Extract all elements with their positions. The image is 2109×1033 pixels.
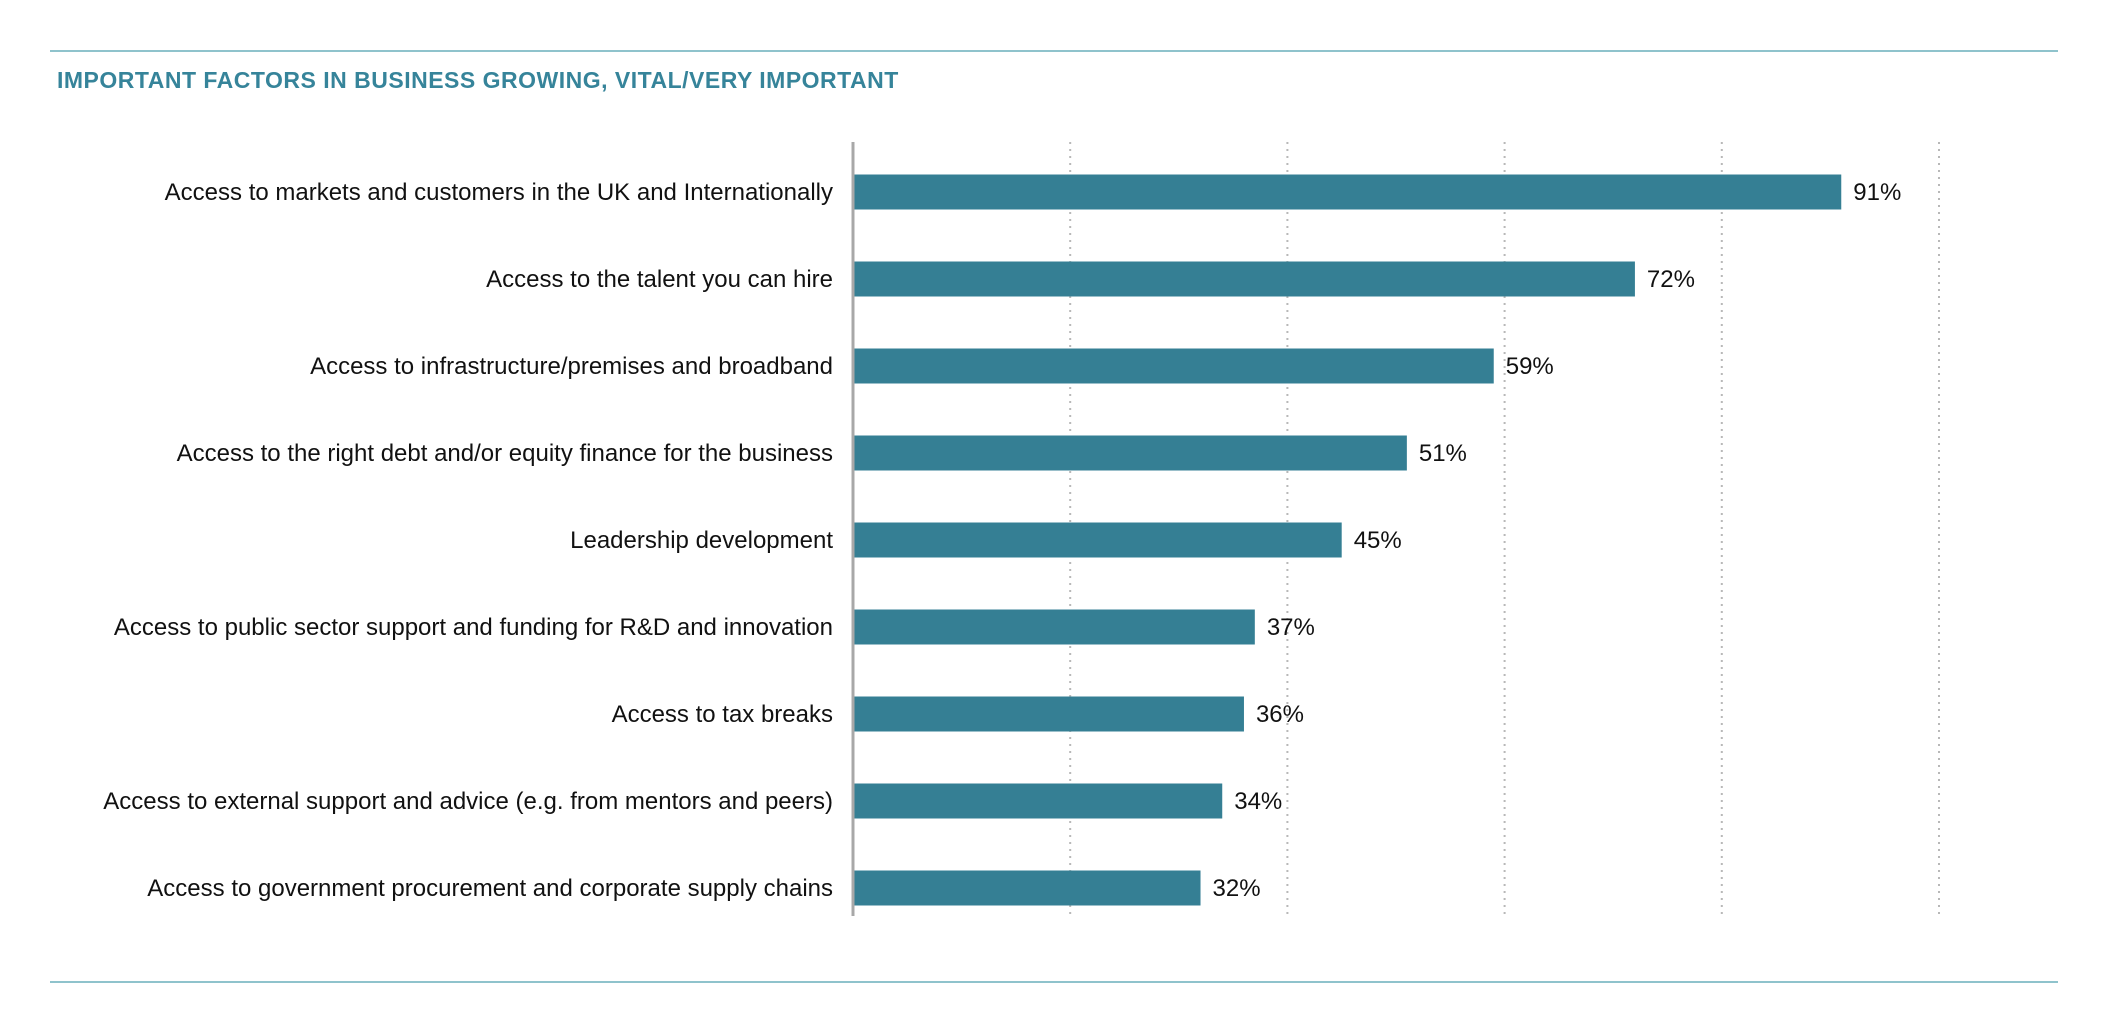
category-label: Access to tax breaks — [612, 701, 833, 728]
bar — [853, 348, 1494, 384]
value-label: 37% — [1267, 614, 1315, 641]
bar — [853, 870, 1201, 906]
category-label: Access to external support and advice (e… — [103, 788, 833, 815]
category-label: Access to the right debt and/or equity f… — [177, 440, 833, 467]
bottom-rule — [50, 981, 2058, 983]
category-label: Access to infrastructure/premises and br… — [310, 353, 833, 380]
category-label: Access to government procurement and cor… — [147, 875, 833, 902]
category-label: Access to public sector support and fund… — [114, 614, 833, 641]
chart-title: IMPORTANT FACTORS IN BUSINESS GROWING, V… — [57, 67, 899, 93]
bar — [853, 174, 1842, 210]
bar — [853, 696, 1244, 732]
value-label: 51% — [1419, 440, 1467, 467]
category-label: Access to the talent you can hire — [486, 266, 833, 293]
value-label: 59% — [1506, 353, 1554, 380]
category-label: Access to markets and customers in the U… — [165, 179, 833, 206]
value-label: 45% — [1354, 527, 1402, 554]
value-label: 36% — [1256, 701, 1304, 728]
value-label: 32% — [1213, 875, 1261, 902]
value-label: 91% — [1853, 179, 1901, 206]
value-label: 34% — [1234, 788, 1282, 815]
bar — [853, 261, 1635, 297]
category-label: Leadership development — [570, 527, 833, 554]
bar — [853, 609, 1255, 645]
value-label: 72% — [1647, 266, 1695, 293]
bar — [853, 435, 1407, 471]
bar — [853, 522, 1342, 558]
top-rule — [50, 50, 2058, 52]
bar — [853, 783, 1223, 819]
